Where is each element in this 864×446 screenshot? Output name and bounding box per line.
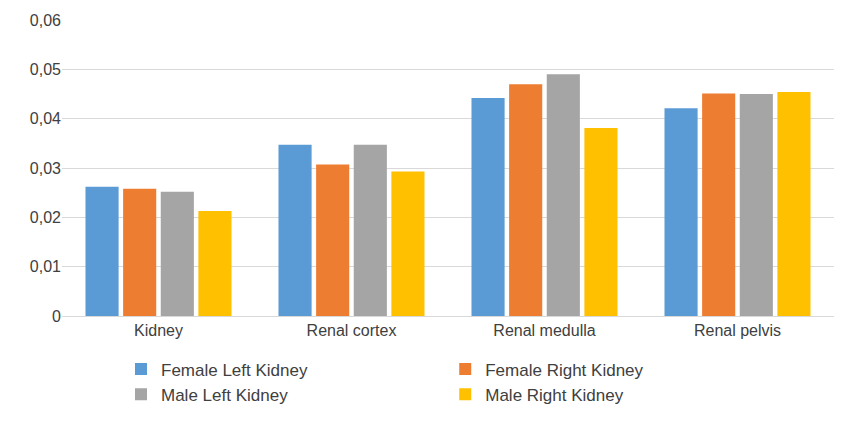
svg-text:0,05: 0,05 xyxy=(30,61,61,78)
svg-text:0,03: 0,03 xyxy=(30,160,61,177)
svg-text:Male Left Kidney: Male Left Kidney xyxy=(161,386,288,405)
svg-text:0,01: 0,01 xyxy=(30,258,61,275)
svg-text:Female Left Kidney: Female Left Kidney xyxy=(161,361,308,380)
svg-text:0,02: 0,02 xyxy=(30,209,61,226)
svg-text:0: 0 xyxy=(52,308,61,325)
svg-text:Renal medulla: Renal medulla xyxy=(493,322,595,339)
svg-text:0,06: 0,06 xyxy=(30,12,61,29)
svg-text:Renal cortex: Renal cortex xyxy=(307,322,397,339)
svg-text:Renal pelvis: Renal pelvis xyxy=(694,322,781,339)
svg-text:Female Right Kidney: Female Right Kidney xyxy=(485,361,643,380)
svg-text:0,04: 0,04 xyxy=(30,110,61,127)
svg-text:Kidney: Kidney xyxy=(134,322,183,339)
svg-text:Male Right Kidney: Male Right Kidney xyxy=(485,386,623,405)
